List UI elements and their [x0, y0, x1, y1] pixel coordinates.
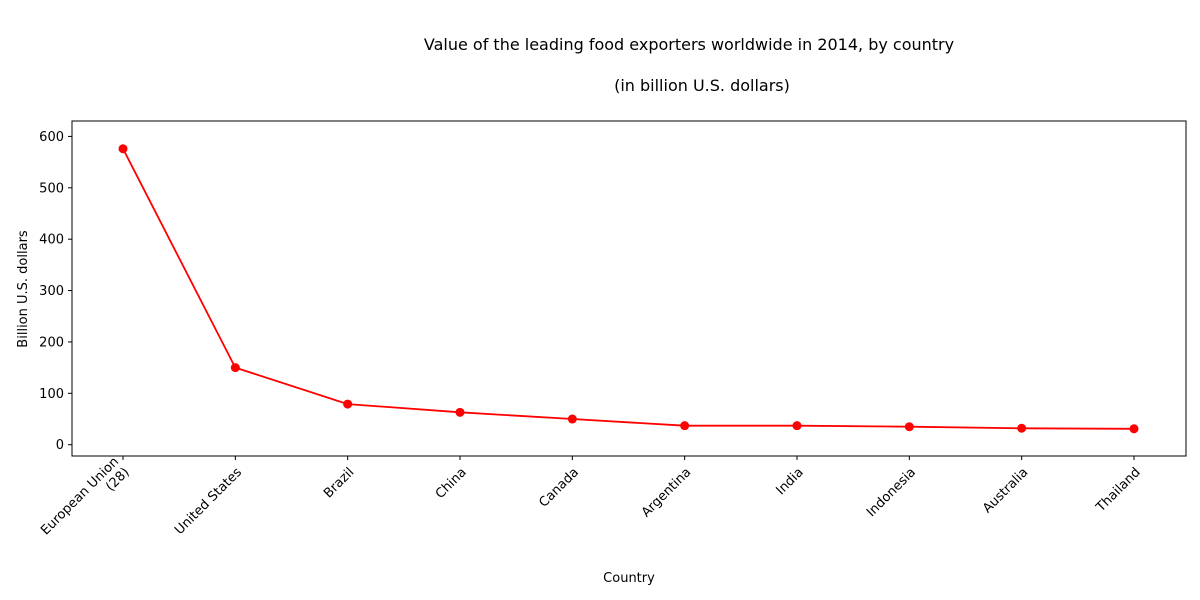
x-tick-label-line: China: [433, 465, 470, 502]
x-axis-label: Country: [603, 571, 655, 586]
data-point: [904, 422, 914, 432]
x-tick-label-line: Thailand: [1093, 465, 1144, 516]
x-tick-label-line: Australia: [980, 465, 1031, 516]
y-axis: 0 100 200 300 400 500 600: [39, 130, 72, 453]
chart-title: Value of the leading food exporters worl…: [424, 35, 954, 54]
series-line: [122, 148, 1135, 430]
y-tick-label: 100: [39, 387, 64, 402]
x-tick-label-line: United States: [172, 465, 245, 538]
x-tick-label-line: Indonesia: [864, 465, 919, 520]
data-point: [1017, 423, 1027, 433]
y-tick-label: 300: [39, 284, 64, 299]
data-point: [230, 363, 240, 373]
x-tick-label: Thailand: [1093, 465, 1144, 516]
data-point: [567, 414, 577, 424]
y-tick-label: 600: [39, 130, 64, 145]
series-line-group: [118, 144, 1139, 434]
x-tick-label: Canada: [536, 465, 582, 511]
x-tick-label-line: Argentina: [639, 465, 694, 520]
x-tick-label-line: Brazil: [321, 465, 357, 501]
data-point: [1129, 424, 1139, 434]
data-point: [455, 407, 465, 417]
y-tick-label: 500: [39, 181, 64, 196]
x-tick-label: United States: [172, 465, 245, 538]
x-tick-label: Australia: [980, 465, 1031, 516]
x-tick-label-line: India: [773, 465, 806, 498]
x-tick-label: Brazil: [321, 465, 357, 501]
x-tick-label-line: Canada: [536, 465, 582, 511]
y-tick-label: 200: [39, 335, 64, 350]
y-tick-label: 0: [56, 438, 64, 453]
x-axis: European Union(28) United States Brazil Chi…: [38, 454, 1144, 548]
x-tick-label-line: European Union: [38, 454, 122, 538]
data-point: [118, 144, 128, 154]
x-tick-label: India: [773, 465, 806, 498]
x-tick-label: Argentina: [639, 465, 694, 520]
data-point: [792, 421, 802, 431]
plot-area: [71, 120, 1187, 457]
y-axis-label: Billion U.S. dollars: [16, 230, 31, 348]
x-tick-label: China: [433, 465, 470, 502]
data-point: [343, 399, 353, 409]
data-point: [680, 421, 690, 431]
y-tick-label: 400: [39, 233, 64, 248]
x-tick-label: Indonesia: [864, 465, 919, 520]
x-tick-label: European Union(28): [38, 454, 132, 548]
chart-subtitle: (in billion U.S. dollars): [614, 76, 790, 95]
